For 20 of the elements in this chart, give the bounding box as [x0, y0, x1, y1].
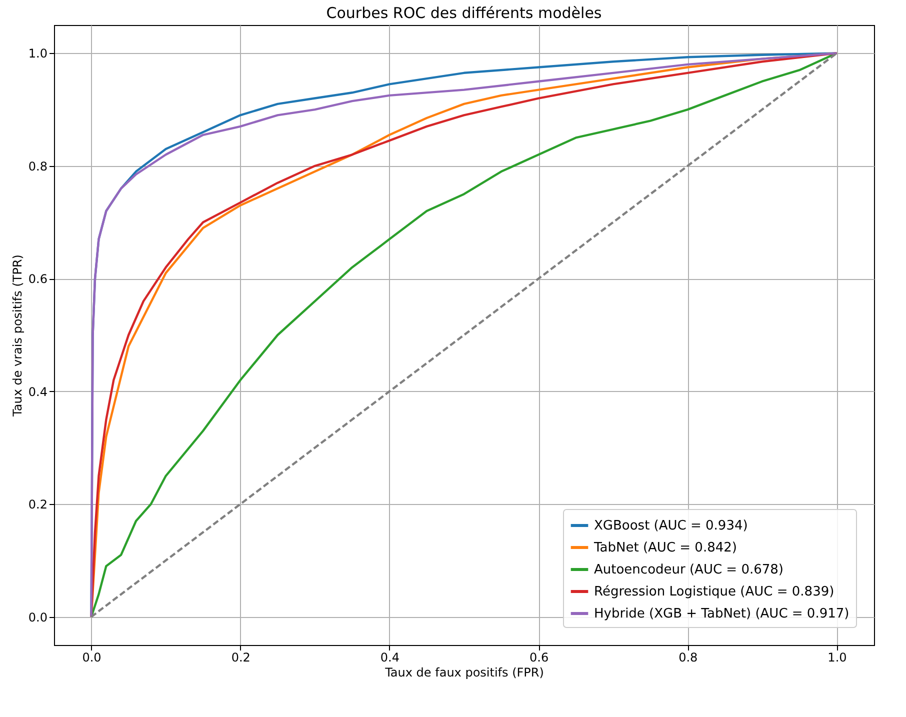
- legend-label: XGBoost (AUC = 0.934): [594, 518, 748, 534]
- legend-label: Régression Logistique (AUC = 0.839): [594, 584, 834, 600]
- legend-label: TabNet (AUC = 0.842): [593, 540, 737, 556]
- y-tick-label: 1.0: [28, 46, 48, 61]
- chart-title: Courbes ROC des différents modèles: [326, 4, 602, 22]
- y-axis-title: Taux de vrais positifs (TPR): [10, 254, 24, 418]
- legend-label: Hybride (XGB + TabNet) (AUC = 0.917): [594, 606, 850, 622]
- y-tick-label: 0.6: [28, 272, 48, 286]
- y-tick-label: 0.0: [28, 610, 48, 624]
- x-tick-label: 0.0: [82, 650, 102, 664]
- x-tick-label: 0.2: [231, 650, 250, 664]
- x-tick-label: 0.6: [530, 650, 549, 664]
- y-tick-label: 0.4: [28, 384, 48, 399]
- x-axis-title: Taux de faux positifs (FPR): [384, 666, 544, 680]
- y-tick-label: 0.8: [28, 159, 48, 174]
- x-tick-label: 0.4: [380, 650, 400, 664]
- x-tick-label: 0.8: [678, 650, 698, 664]
- legend-label: Autoencodeur (AUC = 0.678): [594, 562, 784, 578]
- y-tick-label: 0.2: [28, 498, 48, 512]
- x-tick-label: 1.0: [828, 650, 847, 664]
